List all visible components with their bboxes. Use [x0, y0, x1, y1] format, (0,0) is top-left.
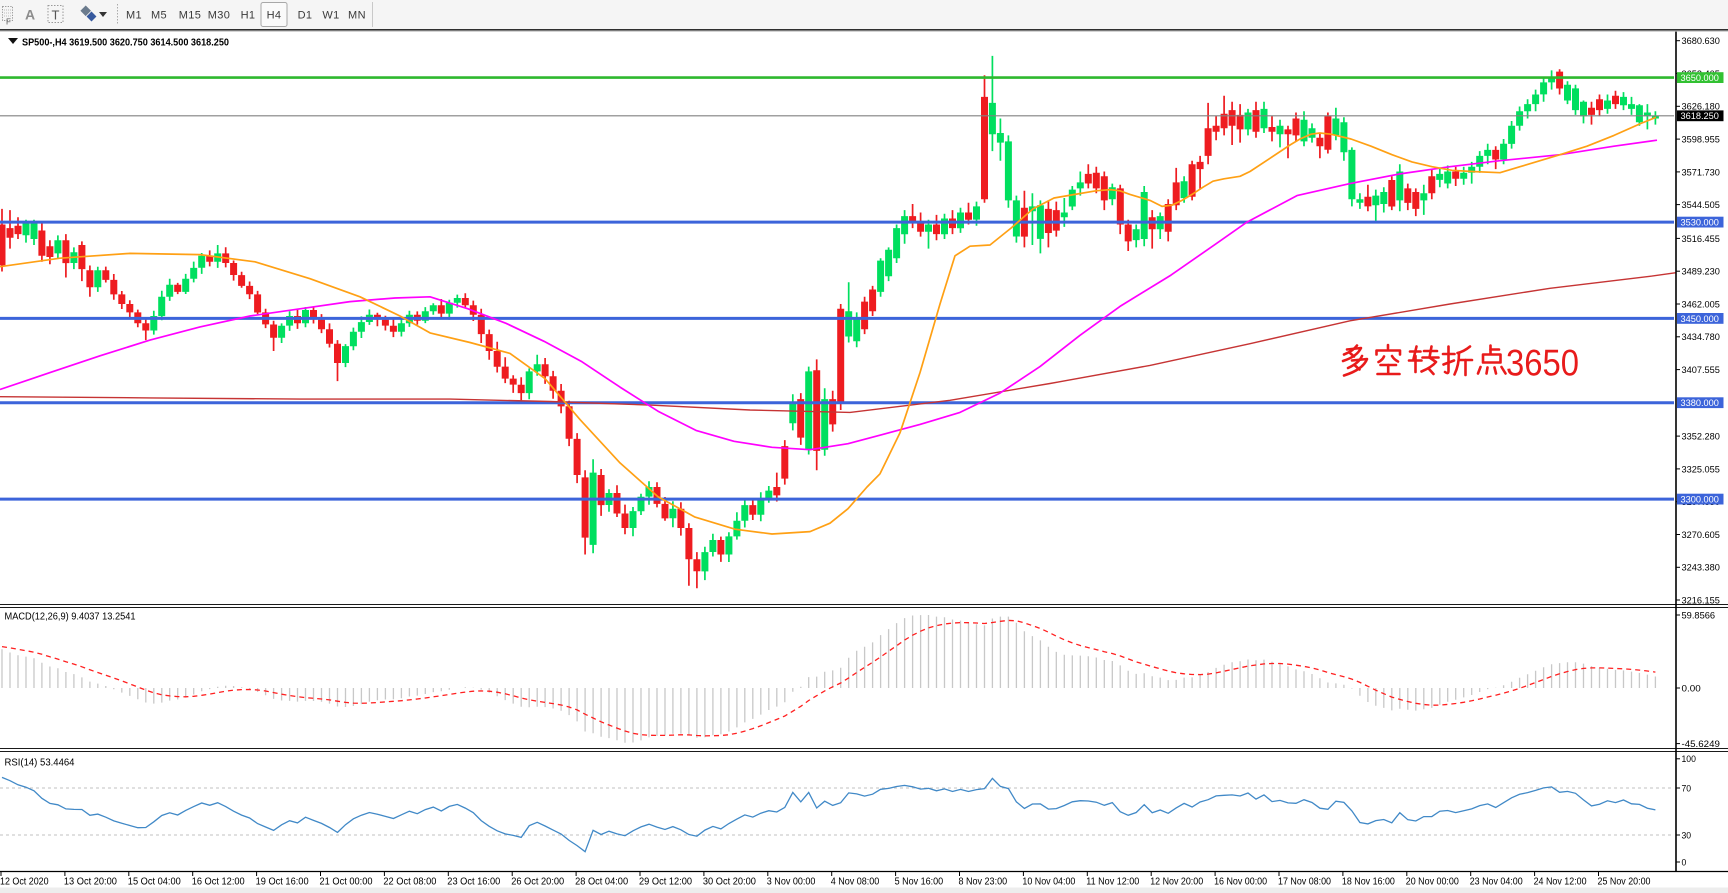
svg-text:3598.955: 3598.955 [1682, 135, 1720, 146]
svg-text:F: F [6, 18, 11, 27]
svg-text:100: 100 [1682, 754, 1696, 765]
svg-text:3380.000: 3380.000 [1681, 398, 1719, 409]
svg-text:3300.000: 3300.000 [1681, 495, 1719, 506]
svg-text:28 Oct 04:00: 28 Oct 04:00 [575, 877, 628, 888]
svg-text:23 Oct 16:00: 23 Oct 16:00 [447, 877, 500, 888]
svg-text:3571.730: 3571.730 [1682, 167, 1720, 178]
svg-text:H4: H4 [267, 10, 282, 22]
svg-text:16 Nov 00:00: 16 Nov 00:00 [1214, 877, 1267, 888]
svg-text:W1: W1 [322, 10, 339, 22]
svg-text:MACD(12,26,9) 9.4037 13.2541: MACD(12,26,9) 9.4037 13.2541 [5, 612, 136, 623]
svg-text:12 Oct 2020: 12 Oct 2020 [0, 877, 49, 888]
svg-text:MN: MN [348, 10, 366, 22]
svg-text:3 Nov 00:00: 3 Nov 00:00 [767, 877, 816, 888]
svg-text:26 Oct 20:00: 26 Oct 20:00 [511, 877, 564, 888]
svg-text:0: 0 [1682, 857, 1687, 868]
svg-text:0.00: 0.00 [1682, 683, 1701, 694]
svg-text:24 Nov 12:00: 24 Nov 12:00 [1534, 877, 1587, 888]
svg-text:5 Nov 16:00: 5 Nov 16:00 [895, 877, 944, 888]
svg-text:3650: 3650 [1506, 343, 1579, 384]
svg-text:3618.250: 3618.250 [1681, 111, 1719, 122]
svg-text:21 Oct 00:00: 21 Oct 00:00 [320, 877, 373, 888]
svg-text:RSI(14) 53.4464: RSI(14) 53.4464 [5, 758, 76, 769]
svg-text:-45.6249: -45.6249 [1682, 739, 1720, 750]
svg-text:3489.230: 3489.230 [1682, 267, 1720, 278]
svg-text:70: 70 [1682, 783, 1692, 794]
svg-text:30 Oct 20:00: 30 Oct 20:00 [703, 877, 756, 888]
svg-text:59.8566: 59.8566 [1682, 610, 1716, 621]
svg-text:M5: M5 [151, 10, 167, 22]
svg-text:13 Oct 20:00: 13 Oct 20:00 [64, 877, 117, 888]
svg-text:3407.555: 3407.555 [1682, 365, 1720, 376]
svg-text:3216.155: 3216.155 [1682, 595, 1720, 606]
svg-text:3516.455: 3516.455 [1682, 234, 1720, 245]
svg-text:T: T [52, 8, 60, 23]
svg-text:11 Nov 12:00: 11 Nov 12:00 [1086, 877, 1139, 888]
svg-text:M30: M30 [208, 10, 231, 22]
svg-text:3626.180: 3626.180 [1682, 102, 1720, 113]
svg-text:16 Oct 12:00: 16 Oct 12:00 [192, 877, 245, 888]
svg-text:25 Nov 20:00: 25 Nov 20:00 [1598, 877, 1651, 888]
svg-text:3450.000: 3450.000 [1681, 314, 1719, 325]
svg-text:23 Nov 04:00: 23 Nov 04:00 [1470, 877, 1523, 888]
svg-text:3530.000: 3530.000 [1681, 218, 1719, 229]
svg-text:19 Oct 16:00: 19 Oct 16:00 [256, 877, 309, 888]
svg-text:3325.055: 3325.055 [1682, 464, 1720, 475]
svg-text:H1: H1 [241, 10, 256, 22]
svg-text:M15: M15 [179, 10, 202, 22]
svg-text:4 Nov 08:00: 4 Nov 08:00 [831, 877, 880, 888]
svg-text:D1: D1 [298, 10, 313, 22]
svg-text:18 Nov 16:00: 18 Nov 16:00 [1342, 877, 1395, 888]
svg-text:29 Oct 12:00: 29 Oct 12:00 [639, 877, 692, 888]
svg-text:3270.605: 3270.605 [1682, 530, 1720, 541]
svg-text:SP500-,H4 3619.500 3620.750 3: SP500-,H4 3619.500 3620.750 3614.500 361… [22, 38, 229, 49]
svg-text:15 Oct 04:00: 15 Oct 04:00 [128, 877, 181, 888]
svg-text:3462.005: 3462.005 [1682, 299, 1720, 310]
svg-text:20 Nov 00:00: 20 Nov 00:00 [1406, 877, 1459, 888]
svg-text:3680.630: 3680.630 [1682, 36, 1720, 47]
svg-text:22 Oct 08:00: 22 Oct 08:00 [383, 877, 436, 888]
svg-text:A: A [25, 7, 35, 23]
svg-text:8 Nov 23:00: 8 Nov 23:00 [959, 877, 1008, 888]
svg-text:3243.380: 3243.380 [1682, 563, 1720, 574]
svg-text:3434.780: 3434.780 [1682, 332, 1720, 343]
svg-text:M1: M1 [126, 10, 142, 22]
svg-text:10 Nov 04:00: 10 Nov 04:00 [1022, 877, 1075, 888]
svg-text:3650.000: 3650.000 [1681, 73, 1719, 84]
svg-text:30: 30 [1682, 830, 1692, 841]
svg-text:3352.280: 3352.280 [1682, 432, 1720, 443]
svg-text:12 Nov 20:00: 12 Nov 20:00 [1150, 877, 1203, 888]
svg-text:3544.505: 3544.505 [1682, 200, 1720, 211]
svg-text:17 Nov 08:00: 17 Nov 08:00 [1278, 877, 1331, 888]
